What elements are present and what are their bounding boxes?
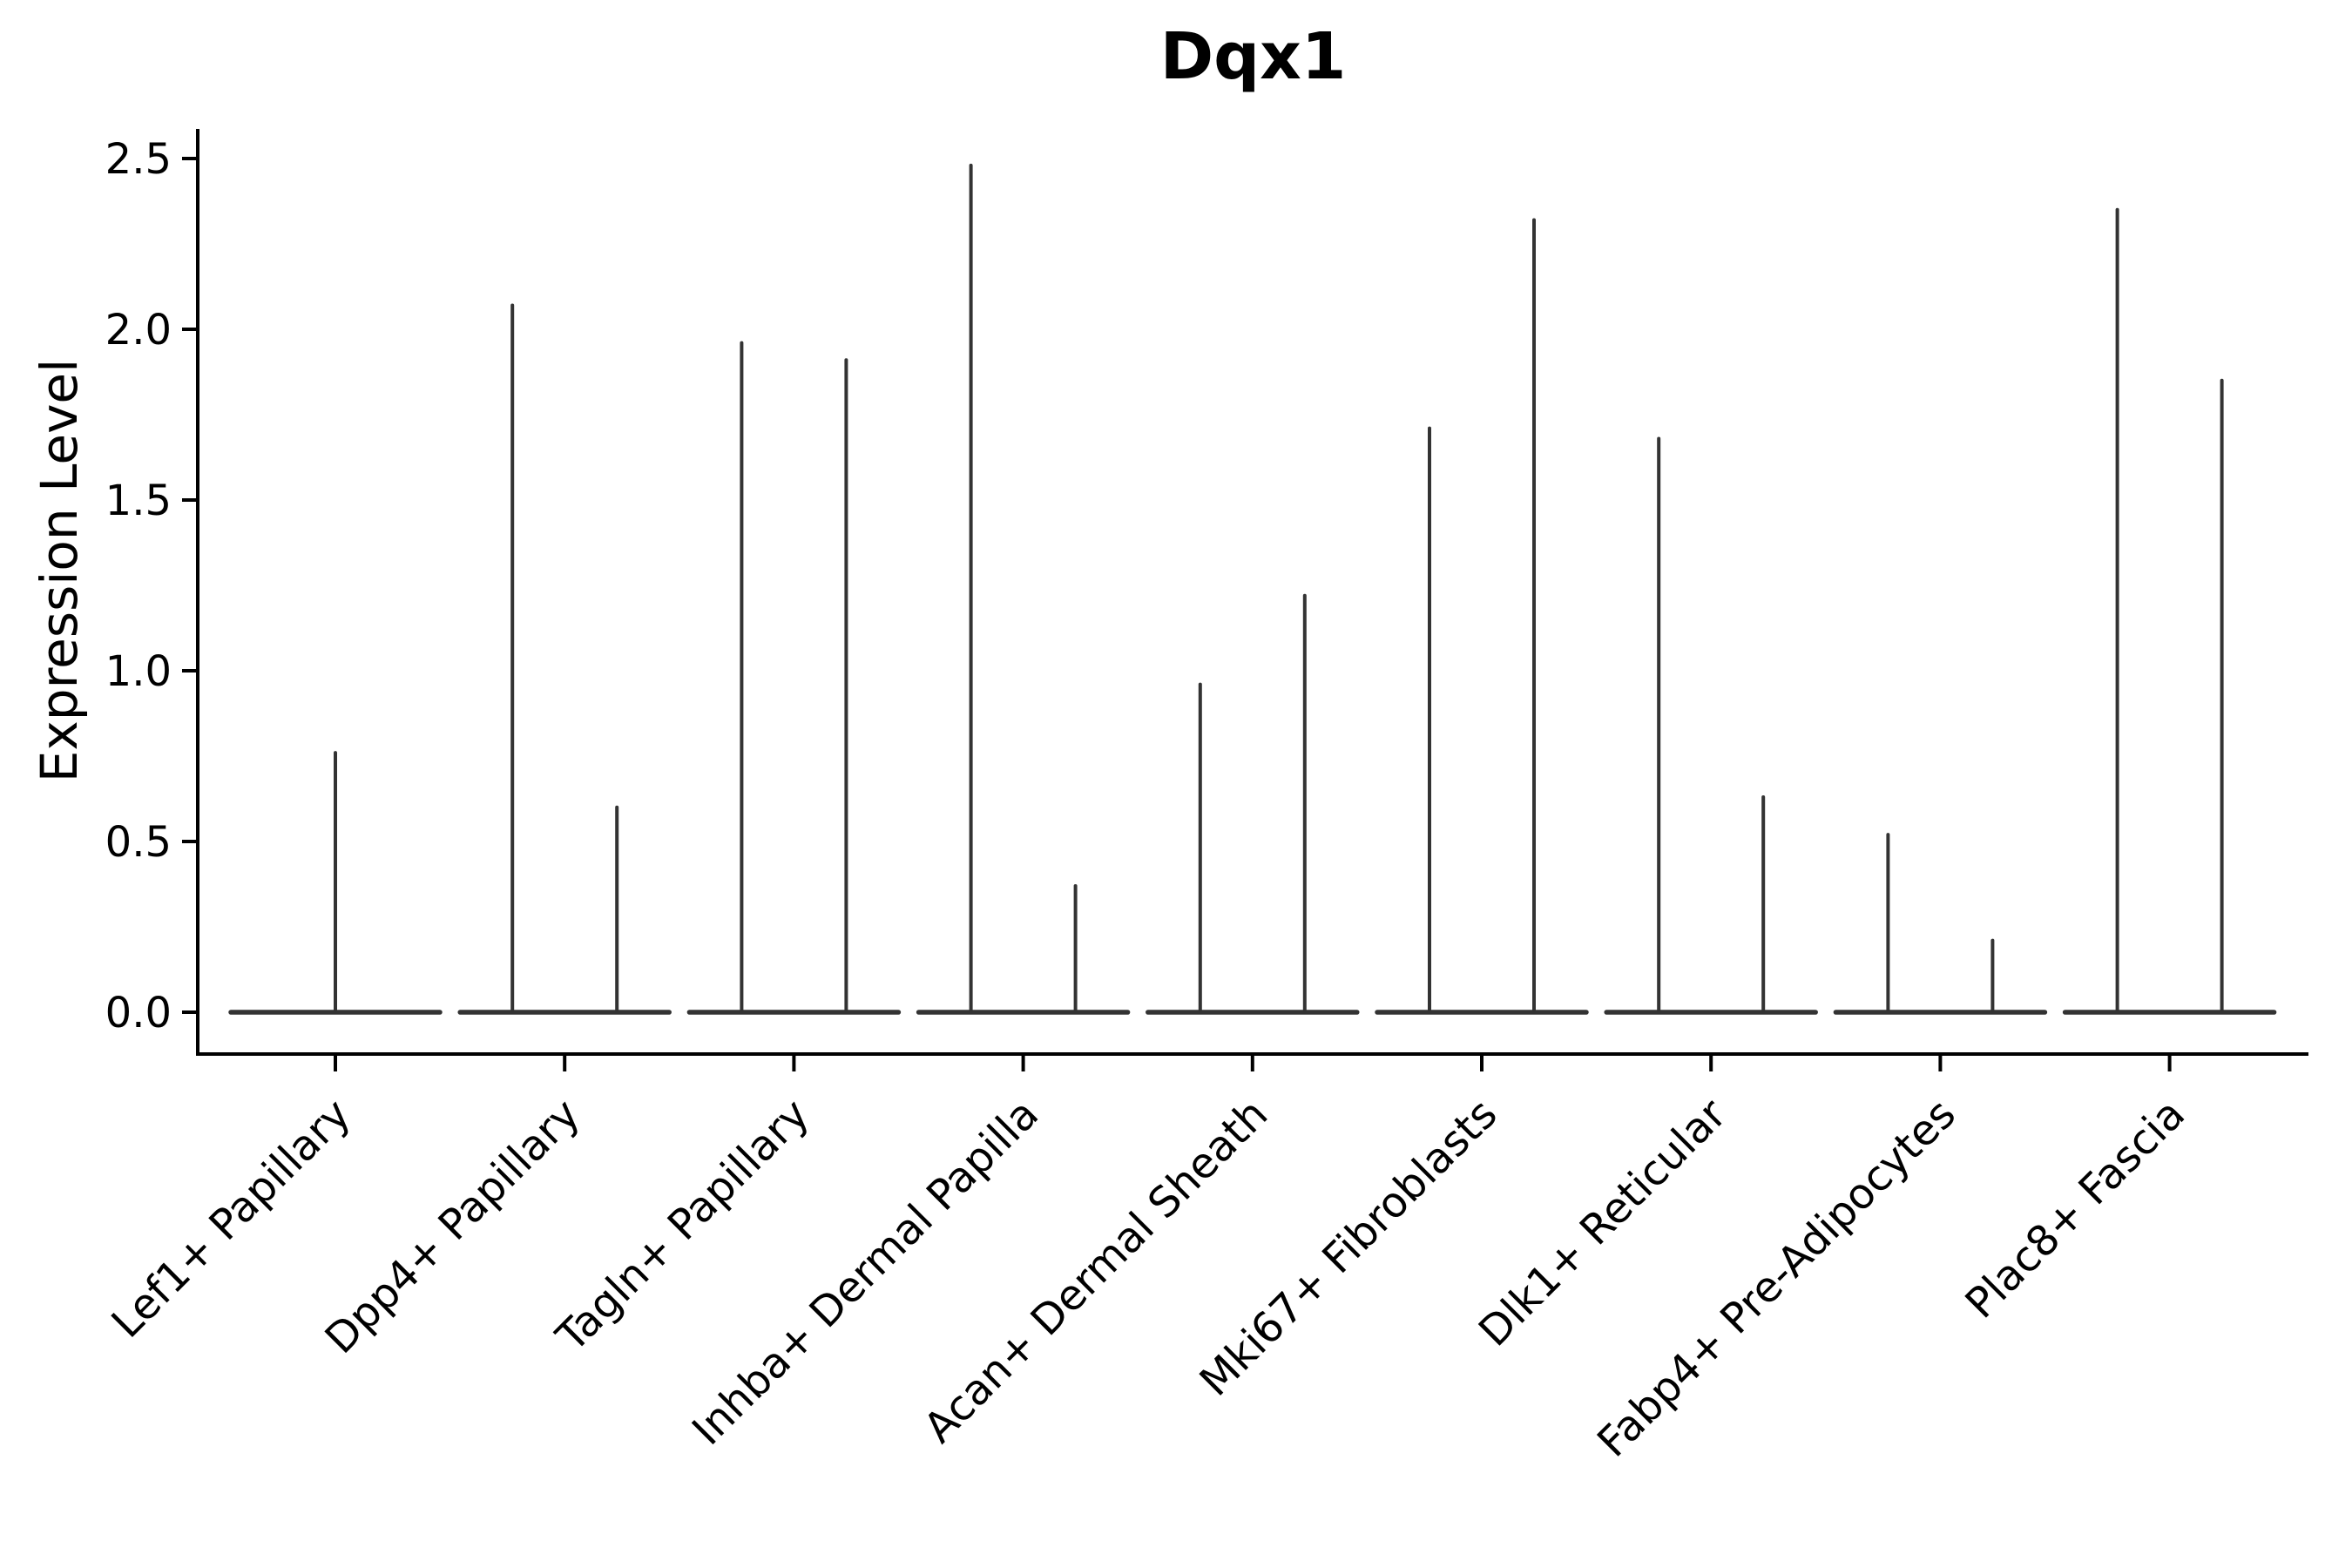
y-tick-label: 0.5 (105, 818, 172, 867)
x-tick-label: Dpp4+ Papillary (316, 1090, 590, 1363)
y-tick-label: 1.0 (105, 647, 172, 696)
x-tick-label: Dlk1+ Reticular (1470, 1090, 1736, 1356)
y-tick-label: 2.0 (105, 306, 172, 355)
x-tick-label: Plac8+ Fascia (1957, 1090, 2195, 1328)
y-tick-label: 0.0 (105, 989, 172, 1037)
y-tick-label: 1.5 (105, 476, 172, 525)
chart-title: Dqx1 (1159, 19, 1347, 94)
x-tick-label: Tagln+ Papillary (547, 1090, 819, 1362)
y-tick-label: 2.5 (105, 135, 172, 184)
x-tick-label: Lef1+ Papillary (103, 1090, 361, 1348)
